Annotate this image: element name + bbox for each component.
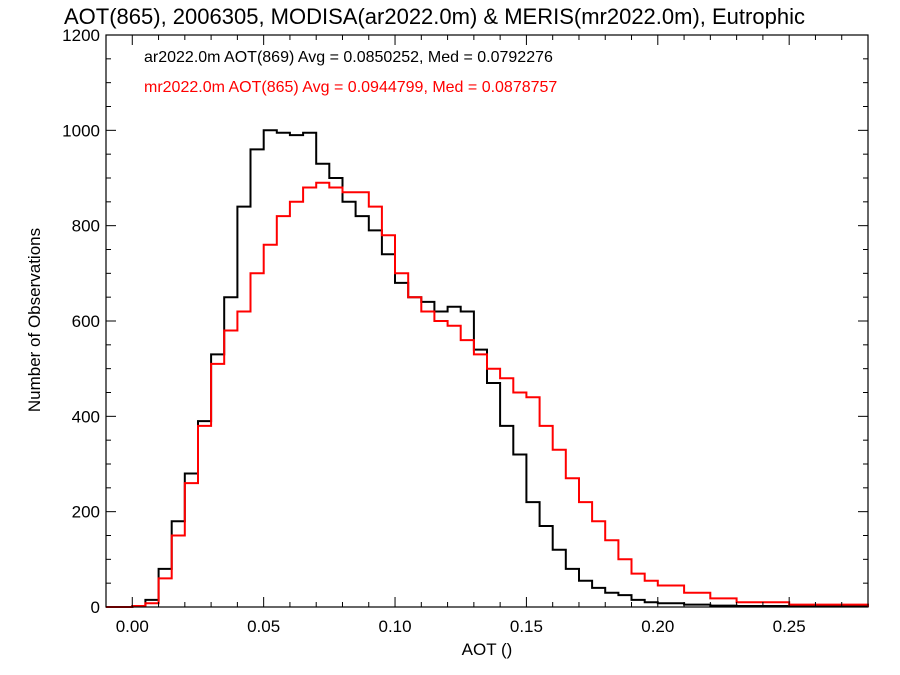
x-axis-label: AOT (): [462, 640, 513, 659]
series-layer: [106, 129, 869, 608]
plot-frame: [105, 34, 869, 608]
y-tick-label: 0: [91, 598, 100, 617]
legend-entry-ar2022: ar2022.0m AOT(869) Avg = 0.0850252, Med …: [144, 49, 553, 66]
y-tick-label: 800: [72, 217, 100, 236]
x-tick-label: 0.10: [378, 617, 411, 636]
y-tick-label: 200: [72, 503, 100, 522]
y-tick-label: 600: [72, 312, 100, 331]
x-tick-label: 0.15: [510, 617, 543, 636]
x-tick-label: 0.20: [641, 617, 674, 636]
chart-title: AOT(865), 2006305, MODISA(ar2022.0m) & M…: [64, 4, 805, 29]
x-tick-label: 0.25: [773, 617, 806, 636]
x-tick-label: 0.05: [247, 617, 280, 636]
y-axis-label: Number of Observations: [25, 228, 44, 412]
x-tick-label: 0.00: [116, 617, 149, 636]
legend-entry-mr2022: mr2022.0m AOT(865) Avg = 0.0944799, Med …: [144, 79, 557, 96]
y-tick-label: 400: [72, 407, 100, 426]
series-line-mr2022: [106, 181, 869, 608]
y-tick-label: 1200: [62, 26, 100, 45]
axes-layer: 0.00 0.05 0.10 0.15 0.20 0.25 0 200 400 600 800 100…: [62, 26, 869, 636]
y-tick-label: 1000: [62, 121, 100, 140]
